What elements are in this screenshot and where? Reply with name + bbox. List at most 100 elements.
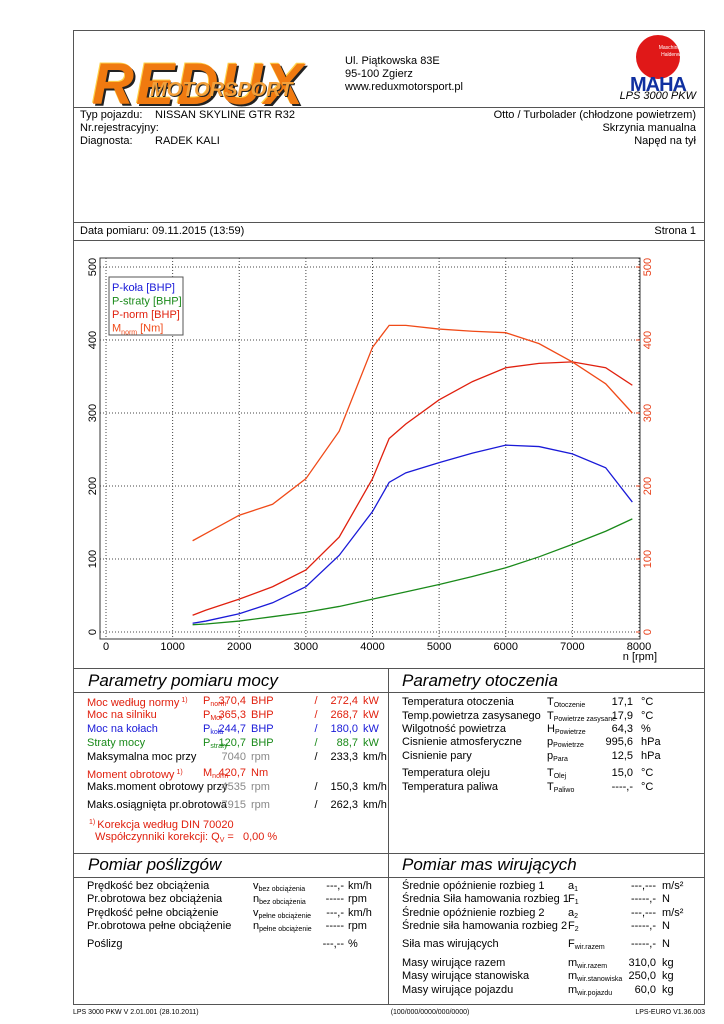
section-title: Parametry pomiaru mocy xyxy=(88,671,278,690)
param-cell: Średnia Siła hamowania rozbieg 1 xyxy=(402,893,569,905)
footer-text: (100/000/0000/000/0000) xyxy=(390,1009,470,1016)
param-cell-sub: pełne obciążenie xyxy=(258,913,312,920)
param-cell: rpm xyxy=(251,780,270,794)
param-cell: Poślizg xyxy=(87,938,123,950)
param-cell: HPowietrze xyxy=(547,722,586,740)
param-cell-text: M xyxy=(203,767,213,779)
note-sub: V xyxy=(219,837,225,844)
param-cell: km/h xyxy=(363,799,387,811)
legend-name: P-straty [BHP] xyxy=(112,296,182,308)
y-tick-label: 100 xyxy=(87,550,99,568)
note-sup: 1) xyxy=(89,819,96,826)
param-cell: kW xyxy=(363,695,379,707)
param-cell: ---,- xyxy=(326,907,344,919)
divider xyxy=(73,668,705,669)
param-cell: kW xyxy=(363,709,379,721)
param-cell-text: p xyxy=(547,736,554,748)
param-cell: Średnie siła hamowania rozbieg 2 xyxy=(402,920,568,932)
param-cell-text: T xyxy=(547,767,554,779)
param-cell: km/h xyxy=(348,907,372,919)
param-cell-text: m xyxy=(568,957,578,969)
vehicle-value: RADEK KALI xyxy=(155,135,220,147)
param-cell: 233,3 xyxy=(330,751,358,763)
vehicle-spec: Napęd na tył xyxy=(634,135,696,147)
param-cell: BHP xyxy=(251,723,274,735)
param-cell: / xyxy=(314,751,318,763)
param-cell-sub: Otoczenie xyxy=(553,702,586,709)
param-cell-sub: Olej xyxy=(553,773,567,780)
x-tick-label: 1000 xyxy=(160,641,184,653)
param-cell-text: 7915 xyxy=(221,799,246,811)
param-cell-text: rpm xyxy=(251,781,270,793)
param-cell-text: 4535 xyxy=(221,781,246,793)
x-tick-label: 6000 xyxy=(494,641,518,653)
param-cell: Mnorm xyxy=(203,766,228,784)
param-cell: N xyxy=(662,920,670,932)
param-cell: vpełne obciążenie xyxy=(253,906,311,924)
param-cell-text: a xyxy=(568,880,575,892)
param-cell: ----- xyxy=(325,920,344,932)
param-cell: km/h xyxy=(363,781,387,793)
param-cell: rpm xyxy=(251,798,270,812)
param-cell: PMot xyxy=(203,708,222,726)
param-cell: °C xyxy=(641,767,654,779)
param-cell: kg xyxy=(662,984,674,996)
param-cell: a1 xyxy=(568,879,578,897)
maha-ring xyxy=(636,35,680,79)
param-cell: m/s² xyxy=(662,907,684,919)
param-cell-sub: bez obciążenia xyxy=(258,886,306,893)
param-cell: °C xyxy=(641,710,654,722)
param-cell: / xyxy=(314,709,318,721)
param-cell: 262,3 xyxy=(330,799,358,811)
param-cell-sub: 2 xyxy=(574,913,579,920)
param-cell: km/h xyxy=(348,880,372,892)
param-cell-sub: Mot xyxy=(210,715,223,722)
param-cell: Moment obrotowy 1) xyxy=(87,766,185,782)
param-cell: 88,7 xyxy=(336,737,358,749)
section-title: Pomiar poślizgów xyxy=(88,855,222,874)
param-cell: Straty mocy xyxy=(87,737,146,749)
footer-text: LPS-EURO V1.36.003 xyxy=(635,1009,705,1016)
param-cell: 15,0 xyxy=(611,767,633,779)
param-cell: / xyxy=(314,695,318,707)
x-tick-label: 7000 xyxy=(560,641,584,653)
param-cell: % xyxy=(641,723,651,735)
param-cell: Cisnienie pary xyxy=(402,750,472,762)
param-cell-sub: Paliwo xyxy=(553,787,575,794)
y2-tick-label: 0 xyxy=(642,629,654,635)
y2-tick-label: 500 xyxy=(642,258,654,276)
param-cell-text: T xyxy=(547,696,554,708)
param-cell: 7040 xyxy=(222,750,246,764)
param-cell: ----,- xyxy=(611,781,633,793)
param-cell: 995,6 xyxy=(605,736,633,748)
measurement-date: Data pomiaru: 09.11.2015 (13:59) xyxy=(80,225,245,237)
param-cell: 272,4 xyxy=(330,695,358,707)
param-cell: npełne obciążenie xyxy=(253,919,312,937)
note: Współczynniki korekcji: QV = 0,00 % xyxy=(95,830,277,848)
param-cell: Temperatura paliwa xyxy=(402,781,498,793)
param-cell: 268,7 xyxy=(330,709,358,721)
param-cell-text: P xyxy=(203,695,211,707)
param-cell: Temperatura otoczenia xyxy=(402,696,514,708)
param-cell: BHP xyxy=(251,695,274,707)
y-tick-label: 200 xyxy=(87,477,99,495)
param-cell: ---,-- xyxy=(322,938,344,950)
param-cell: 60,0 xyxy=(634,984,656,996)
series-line xyxy=(192,444,633,624)
param-cell-text: Moment obrotowy xyxy=(87,769,175,781)
param-cell-text: T xyxy=(547,710,554,722)
param-cell-sub: wir.stanowiska xyxy=(577,976,623,983)
note: 1) Korekcja według DIN 70020 xyxy=(87,816,234,832)
divider xyxy=(73,107,705,108)
param-cell: BHP xyxy=(251,709,274,721)
param-cell: Moc na kołach xyxy=(87,723,158,735)
y-tick-label: 500 xyxy=(87,258,99,276)
param-cell-text: F xyxy=(568,920,575,932)
param-cell: rpm xyxy=(348,920,367,932)
param-cell-text: T xyxy=(547,781,554,793)
param-cell: kg xyxy=(662,970,674,982)
param-cell: -----,- xyxy=(630,920,656,932)
param-cell: Prędkość bez obciążenia xyxy=(87,880,210,892)
param-cell: ---,--- xyxy=(630,880,656,892)
